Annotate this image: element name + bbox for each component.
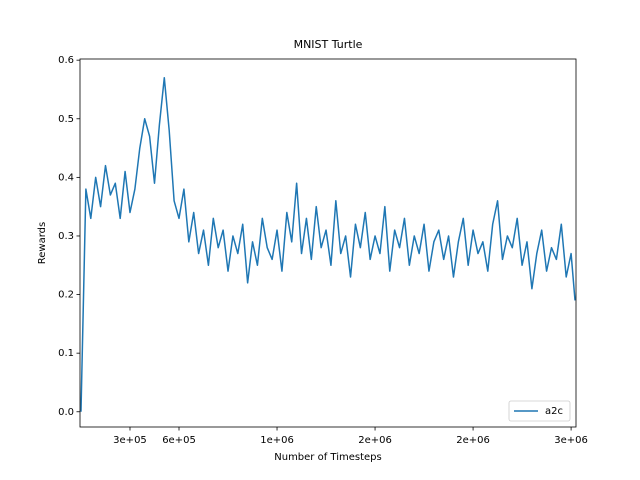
y-tick-label: 0.3 — [58, 231, 74, 242]
y-tick-label: 0.4 — [58, 172, 74, 183]
x-tick-label: 1e+06 — [260, 435, 294, 446]
x-tick-label: 2e+06 — [358, 435, 392, 446]
x-axis-label: Number of Timesteps — [274, 452, 381, 463]
y-tick-label: 0.2 — [58, 290, 74, 301]
legend-box — [508, 400, 571, 422]
x-tick-label: 2e+06 — [456, 435, 490, 446]
x-tick-label: 6e+05 — [162, 435, 196, 446]
y-tick-label: 0.6 — [58, 55, 74, 66]
legend-label: a2c — [545, 406, 563, 417]
y-tick-label: 0.1 — [58, 348, 74, 359]
series-line — [80, 77, 576, 412]
y-tick-label: 0.0 — [58, 407, 74, 418]
y-axis-label: Rewards — [37, 222, 48, 264]
x-tick-label: 3e+06 — [554, 435, 588, 446]
chart-title: MNIST Turtle — [294, 38, 363, 51]
axes-frame — [79, 58, 577, 428]
y-tick-label: 0.5 — [58, 114, 74, 125]
x-tick-label: 3e+05 — [113, 435, 147, 446]
